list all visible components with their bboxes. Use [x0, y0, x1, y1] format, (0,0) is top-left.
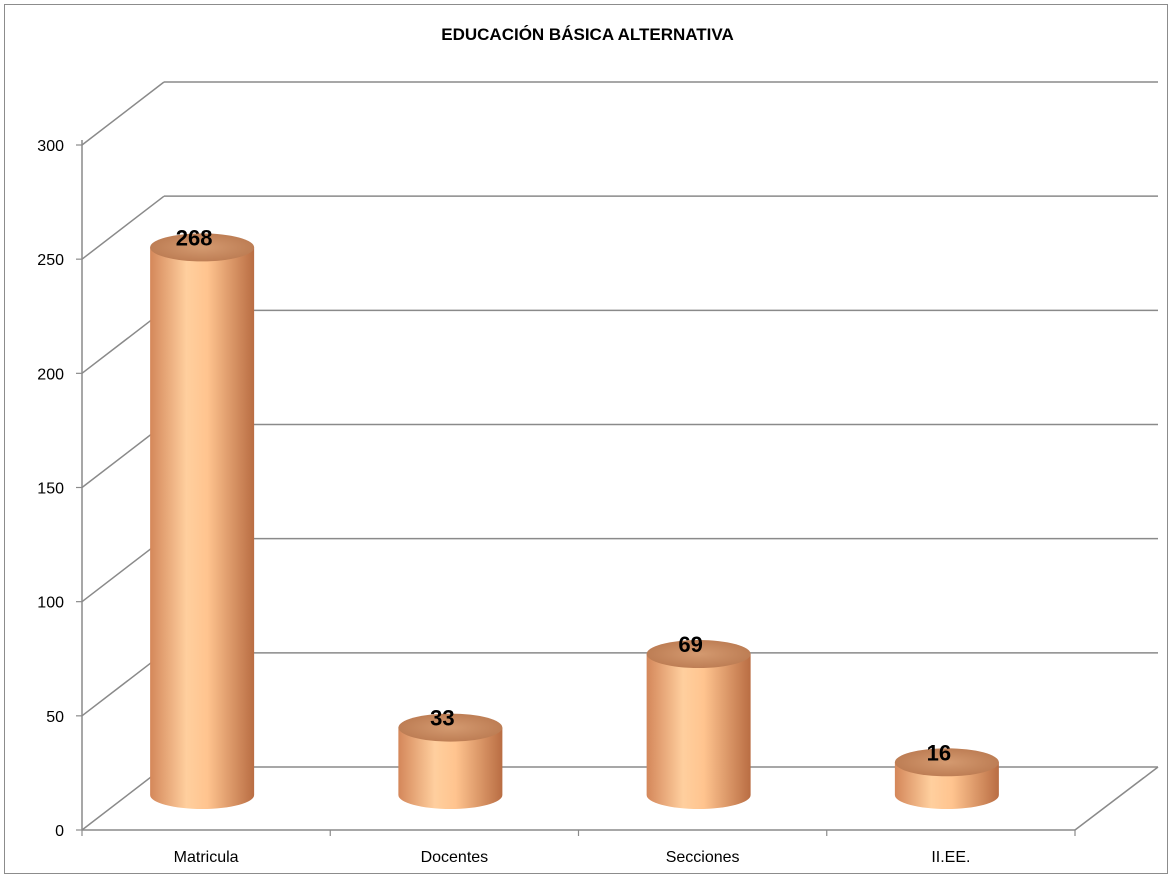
bar-top [398, 713, 503, 742]
y-tick-label: 200 [37, 366, 64, 383]
bar-body [646, 654, 751, 810]
y-tick-label: 0 [55, 823, 64, 840]
x-tick-label: Matricula [174, 849, 239, 866]
gridline-side [81, 81, 165, 146]
data-label: 268 [176, 225, 213, 250]
bar-secciones [646, 640, 751, 810]
x-tick-label: Docentes [421, 849, 489, 866]
data-label: 16 [927, 740, 951, 765]
y-tick-label: 150 [37, 481, 64, 498]
y-tick-label: 300 [37, 138, 64, 155]
x-tick-label: II.EE. [931, 849, 970, 866]
bar-docentes [398, 713, 503, 810]
chart-title: EDUCACIÓN BÁSICA ALTERNATIVA [441, 25, 734, 44]
bar-top [646, 640, 751, 669]
y-tick-label: 250 [37, 252, 64, 269]
y-tick-label: 50 [46, 709, 64, 726]
data-label: 33 [430, 706, 454, 731]
y-tick-label: 100 [37, 595, 64, 612]
bar-top [894, 748, 999, 777]
bar-body [150, 247, 255, 810]
bar-iiee [894, 748, 999, 810]
data-label: 69 [678, 632, 702, 657]
floor-right-edge [1074, 766, 1159, 831]
bar-matricula [150, 233, 255, 810]
gridline-side [81, 195, 165, 260]
bar-top [150, 233, 255, 262]
x-tick-label: Secciones [666, 849, 740, 866]
bar-body [398, 727, 503, 810]
